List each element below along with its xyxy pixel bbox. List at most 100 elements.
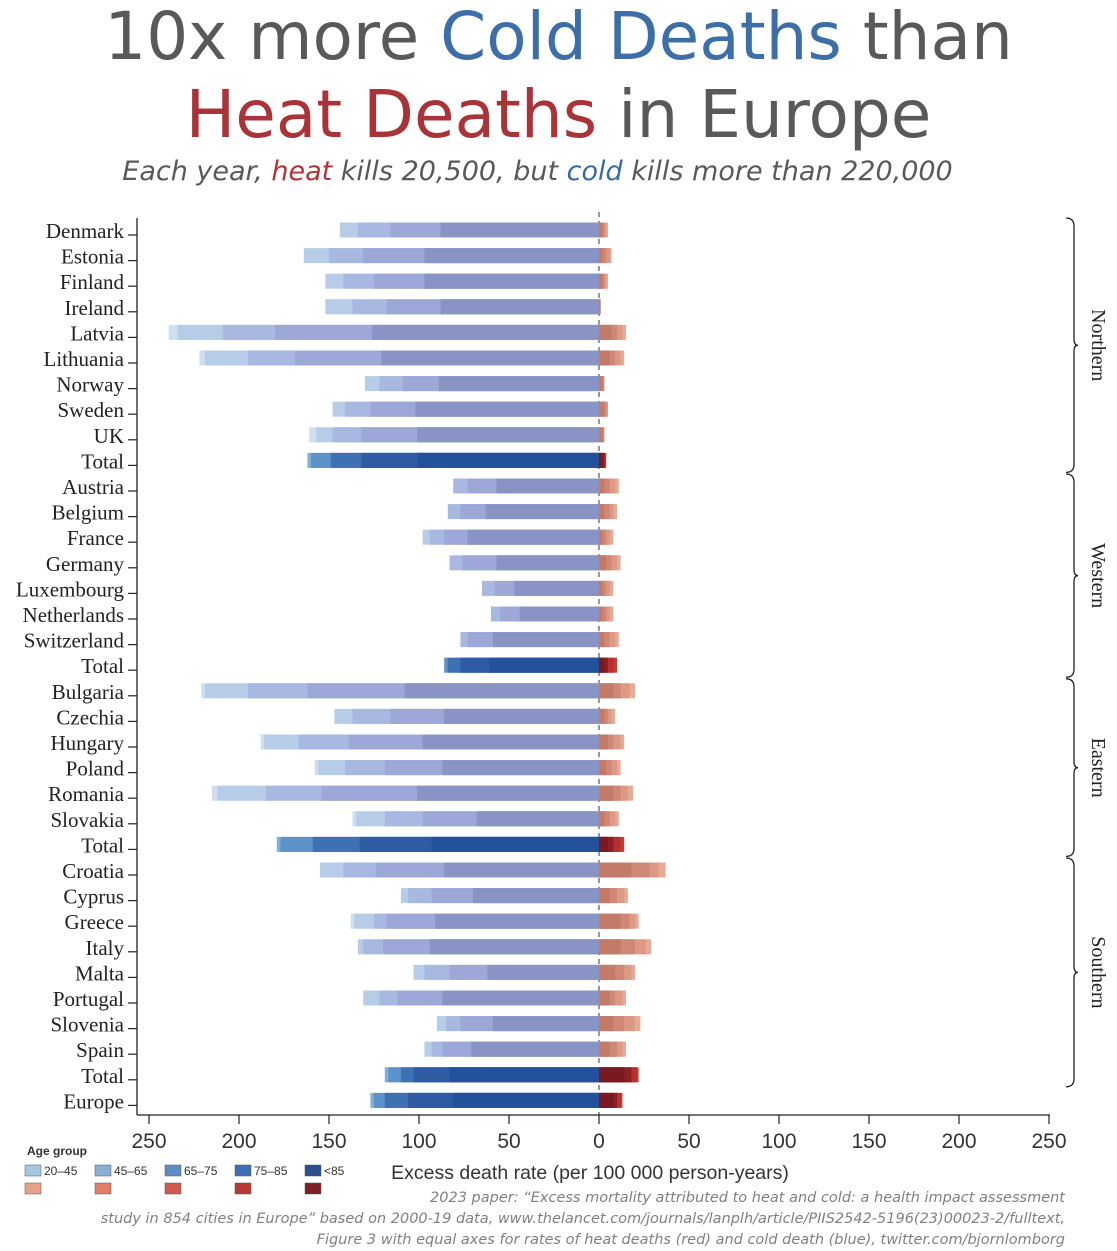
title-line-2: Heat Deaths in Europe — [0, 78, 1117, 152]
bar-cold — [473, 888, 599, 904]
bar-cold — [485, 504, 599, 520]
bar-heat — [599, 939, 621, 955]
bar-cold — [404, 683, 599, 699]
x-tick-label: 0 — [593, 1130, 605, 1153]
region-brace — [1065, 857, 1079, 1088]
title-text: 10x more — [104, 0, 441, 75]
bar-heat — [599, 299, 600, 315]
bar-cold — [417, 785, 599, 801]
row-label: Croatia — [62, 859, 124, 883]
bar-heat — [599, 811, 605, 827]
region-label: Western — [1087, 543, 1109, 608]
x-tick-label: 100 — [761, 1130, 796, 1153]
row-label: Portugal — [53, 987, 124, 1011]
row-label: Spain — [76, 1038, 124, 1062]
bar-cold — [487, 964, 599, 980]
legend-label: <85 — [324, 1164, 345, 1178]
row-label: Czechia — [56, 705, 124, 729]
legend-label: 45–65 — [114, 1164, 148, 1178]
x-tick-label: 250 — [1031, 1130, 1066, 1153]
bar-cold — [442, 990, 599, 1006]
title-heat-deaths: Heat Deaths — [185, 76, 598, 153]
bar-heat — [599, 632, 605, 648]
bar-cold — [435, 913, 599, 929]
x-tick-label: 150 — [311, 1130, 346, 1153]
legend-swatch-heat — [234, 1182, 252, 1195]
bar-heat — [599, 913, 621, 929]
bar-heat — [599, 1016, 614, 1032]
legend-swatch-cold — [94, 1164, 112, 1177]
source-line: study in 854 cities in Europe” based on … — [100, 1211, 1065, 1227]
region-brace — [1065, 217, 1079, 474]
bar-heat — [599, 248, 603, 264]
row-label: Luxembourg — [16, 577, 125, 601]
row-label: Total — [81, 833, 124, 857]
legend-label: 75–85 — [254, 1164, 288, 1178]
row-label: Sweden — [58, 398, 125, 422]
bar-heat — [599, 452, 603, 468]
region-label: Southern — [1087, 936, 1109, 1008]
bar-heat — [599, 1067, 625, 1083]
legend-label: 65–75 — [184, 1164, 218, 1178]
bar-cold — [489, 657, 599, 673]
subtitle: Each year, heat kills 20,500, but cold k… — [0, 156, 1075, 187]
legend-swatch-cold — [234, 1164, 252, 1177]
row-label: Ireland — [65, 296, 125, 320]
bar-cold — [415, 401, 599, 417]
bar-heat — [599, 964, 616, 980]
row-label: Total — [81, 449, 124, 473]
bar-heat — [599, 580, 603, 596]
row-label: Total — [81, 654, 124, 678]
source-line: Figure 3 with equal axes for rates of he… — [316, 1232, 1065, 1248]
bar-cold — [496, 478, 599, 494]
row-label: Italy — [86, 936, 125, 960]
bar-heat — [599, 734, 608, 750]
row-label: Total — [81, 1064, 124, 1088]
legend-swatch-cold — [24, 1164, 42, 1177]
row-label: Estonia — [61, 245, 125, 269]
bar-heat — [599, 427, 603, 443]
legend-label: 20–45 — [44, 1164, 78, 1178]
legend-swatch-heat — [94, 1182, 112, 1195]
bar-cold — [471, 1041, 599, 1057]
subtitle-text: Each year, — [122, 156, 272, 187]
title-line-1: 10x more Cold Deaths than — [0, 0, 1117, 74]
x-tick-label: 200 — [221, 1130, 256, 1153]
bar-cold — [417, 427, 599, 443]
row-label: Finland — [60, 270, 125, 294]
bar-heat — [599, 350, 610, 366]
bar-heat — [599, 657, 605, 673]
x-tick-label: 250 — [131, 1130, 166, 1153]
bar-cold — [381, 350, 599, 366]
bar-heat — [599, 836, 608, 852]
subtitle-text: kills more than 220,000 — [622, 156, 953, 187]
x-tick-label: 50 — [497, 1130, 520, 1153]
bar-cold — [444, 862, 599, 878]
bar-heat — [599, 990, 610, 1006]
row-label: Greece — [65, 910, 124, 934]
source-note: 2023 paper: “Excess mortality attributed… — [101, 1188, 1065, 1251]
row-label: Denmark — [46, 219, 125, 243]
bar-heat — [599, 401, 605, 417]
row-label: Malta — [75, 961, 125, 985]
row-label: Europe — [63, 1089, 124, 1113]
row-label: Slovenia — [51, 1013, 125, 1037]
row-label: Germany — [46, 552, 125, 576]
region-brace — [1065, 473, 1079, 678]
subtitle-text: kills 20,500, but — [332, 156, 567, 187]
subtitle-heat: heat — [271, 156, 333, 187]
title-text: than — [841, 0, 1013, 75]
row-label: Hungary — [51, 731, 125, 755]
bar-heat — [599, 478, 605, 494]
row-label: Cyprus — [63, 885, 124, 909]
bar-cold — [476, 811, 599, 827]
row-label: Belgium — [52, 501, 124, 525]
row-label: Lithuania — [44, 347, 125, 371]
row-label: Austria — [62, 475, 125, 499]
bar-heat — [599, 529, 603, 545]
bar-heat — [599, 888, 610, 904]
row-label: Netherlands — [23, 603, 124, 627]
region-label: Northern — [1087, 309, 1109, 381]
bar-cold — [519, 606, 599, 622]
